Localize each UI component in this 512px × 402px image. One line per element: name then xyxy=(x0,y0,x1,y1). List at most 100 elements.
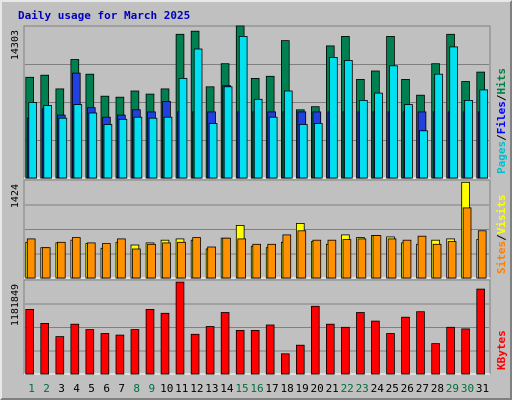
bar-pages-day-30 xyxy=(464,100,473,179)
x-tick-day-3: 3 xyxy=(58,382,65,395)
bar-pages-day-6 xyxy=(103,124,113,179)
bar-sites-day-undefined xyxy=(372,235,382,279)
bar-sites-day-undefined xyxy=(41,247,51,279)
bar-kbytes-day-undefined xyxy=(205,326,215,375)
bar-kbytes-day-undefined xyxy=(235,329,245,375)
bar-kbytes-day-undefined xyxy=(100,333,110,375)
legend-item-sites: Sites xyxy=(495,241,508,274)
bar-kbytes-day-undefined xyxy=(265,324,275,375)
x-tick-day-30: 30 xyxy=(461,382,474,395)
bar-sites-day-undefined xyxy=(222,237,231,279)
bar-sites-day-undefined xyxy=(252,243,262,279)
bar-sites-day-undefined xyxy=(192,237,201,279)
legend-3: KBytes xyxy=(495,330,508,370)
x-tick-day-4: 4 xyxy=(73,382,80,395)
bar-pages-day-2 xyxy=(43,105,52,179)
x-tick-day-1: 1 xyxy=(28,382,35,395)
x-tick-day-20: 20 xyxy=(310,382,323,395)
x-tick-day-17: 17 xyxy=(265,382,278,395)
usage-chart: Daily usage for March 202514303Pages/Fil… xyxy=(10,9,508,395)
x-tick-day-7: 7 xyxy=(118,382,125,395)
bar-pages-day-12 xyxy=(193,48,203,179)
legend-item-visits: Visits xyxy=(495,195,508,235)
bar-pages-day-17 xyxy=(268,116,278,179)
x-tick-day-24: 24 xyxy=(371,382,385,395)
bar-sites-day-undefined xyxy=(117,238,126,279)
bar-pages-day-18 xyxy=(283,90,293,179)
x-tick-day-14: 14 xyxy=(220,382,234,395)
y-max-label-3: 1181849 xyxy=(10,284,21,326)
legend-item-files: Files xyxy=(495,101,508,134)
x-tick-day-13: 13 xyxy=(205,382,218,395)
x-tick-day-22: 22 xyxy=(341,382,354,395)
bar-sites-day-undefined xyxy=(312,239,322,279)
bar-sites-day-undefined xyxy=(477,230,487,279)
bar-sites-day-undefined xyxy=(87,242,96,279)
x-tick-day-28: 28 xyxy=(431,382,444,395)
x-tick-day-2: 2 xyxy=(43,382,50,395)
bar-kbytes-day-undefined xyxy=(476,288,485,375)
bar-sites-day-undefined xyxy=(132,248,141,279)
x-tick-day-27: 27 xyxy=(416,382,429,395)
bar-kbytes-day-undefined xyxy=(461,328,470,375)
bar-kbytes-day-undefined xyxy=(85,329,95,375)
bar-kbytes-day-undefined xyxy=(386,333,395,375)
bar-sites-day-undefined xyxy=(282,234,292,279)
x-tick-day-9: 9 xyxy=(148,382,155,395)
bar-kbytes-day-undefined xyxy=(40,322,49,375)
bar-sites-day-undefined xyxy=(102,243,111,279)
bar-kbytes-day-undefined xyxy=(295,344,305,375)
bar-kbytes-day-undefined xyxy=(341,326,350,375)
bar-kbytes-day-undefined xyxy=(356,312,365,375)
bar-pages-day-23 xyxy=(359,100,368,179)
bar-sites-day-undefined xyxy=(57,241,66,279)
x-tick-day-23: 23 xyxy=(356,382,369,395)
bar-kbytes-day-undefined xyxy=(70,323,80,375)
bar-kbytes-day-undefined xyxy=(160,312,170,375)
x-tick-day-16: 16 xyxy=(250,382,263,395)
bar-sites-day-undefined xyxy=(267,243,276,279)
bar-kbytes-day-undefined xyxy=(55,336,65,375)
bar-pages-day-29 xyxy=(449,46,458,179)
bar-kbytes-day-undefined xyxy=(401,316,410,375)
bar-sites-day-undefined xyxy=(402,239,412,279)
bar-kbytes-day-undefined xyxy=(280,353,290,375)
x-tick-day-31: 31 xyxy=(476,382,489,395)
legend-2: Sites/Visits xyxy=(495,195,508,275)
bar-sites-day-undefined xyxy=(462,207,472,279)
chart-title: Daily usage for March 2025 xyxy=(18,9,190,22)
bar-pages-day-21 xyxy=(329,57,338,179)
legend-separator: / xyxy=(495,94,508,101)
bar-kbytes-day-undefined xyxy=(416,311,425,375)
bar-pages-day-1 xyxy=(28,102,37,179)
bar-sites-day-undefined xyxy=(297,230,307,279)
bar-pages-day-11 xyxy=(178,78,188,179)
bar-sites-day-undefined xyxy=(417,235,427,279)
bar-kbytes-day-undefined xyxy=(175,281,185,375)
bar-pages-day-4 xyxy=(73,104,83,179)
x-tick-day-21: 21 xyxy=(326,382,339,395)
bar-sites-day-undefined xyxy=(447,241,457,279)
x-tick-day-12: 12 xyxy=(190,382,203,395)
bar-pages-day-14 xyxy=(223,86,233,179)
bar-pages-day-22 xyxy=(344,60,353,179)
bar-kbytes-day-undefined xyxy=(250,329,260,375)
bar-sites-day-undefined xyxy=(162,242,171,279)
bar-pages-day-16 xyxy=(253,98,263,179)
bar-sites-day-undefined xyxy=(357,238,367,279)
x-tick-day-26: 26 xyxy=(401,382,414,395)
bar-sites-day-undefined xyxy=(342,239,352,279)
bar-pages-day-20 xyxy=(313,123,323,179)
bar-kbytes-day-undefined xyxy=(115,334,125,375)
bar-kbytes-day-undefined xyxy=(325,323,335,375)
bar-pages-day-19 xyxy=(298,124,308,179)
bar-sites-day-undefined xyxy=(432,243,442,279)
x-tick-day-5: 5 xyxy=(88,382,95,395)
bar-pages-day-7 xyxy=(118,118,128,179)
bar-sites-day-undefined xyxy=(207,246,216,279)
bar-kbytes-day-undefined xyxy=(25,308,34,375)
y-max-label-1: 14303 xyxy=(10,30,21,60)
bar-pages-day-8 xyxy=(133,116,143,179)
x-tick-day-10: 10 xyxy=(160,382,173,395)
